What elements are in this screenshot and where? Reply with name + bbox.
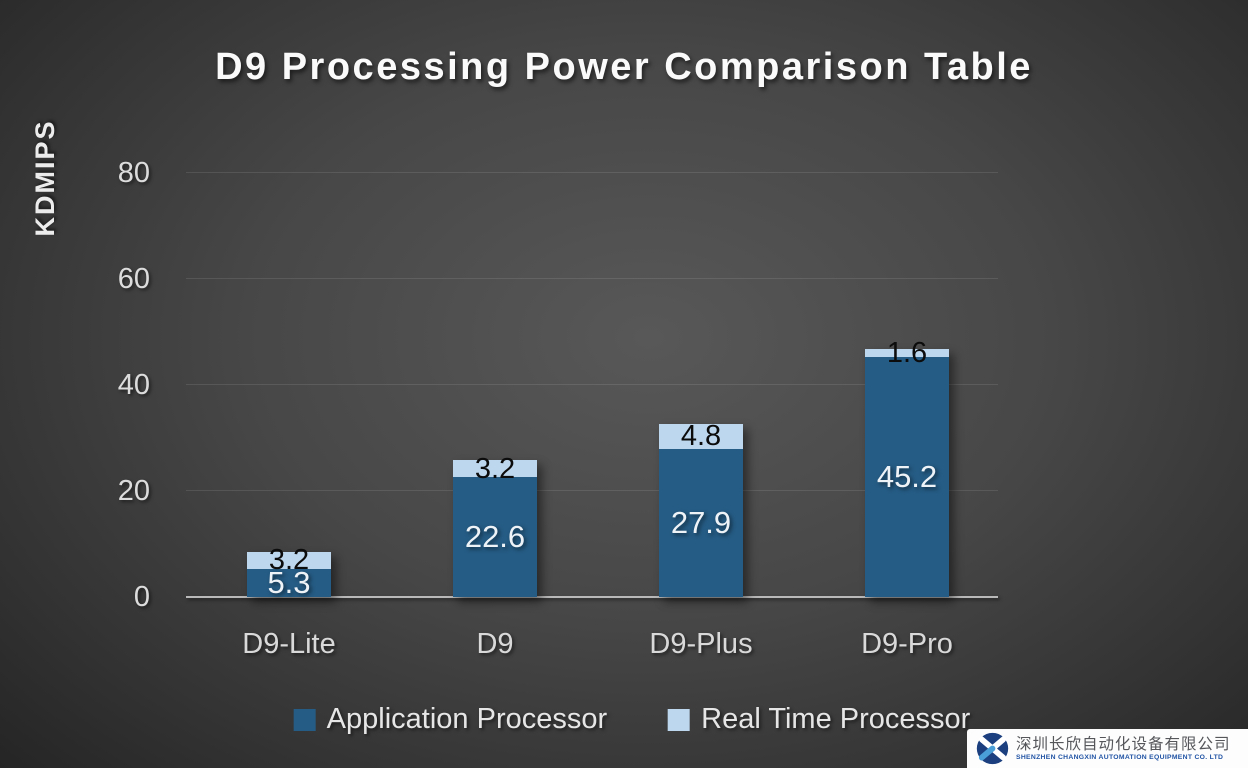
segment-application-processor [865,357,949,597]
bar-stack [865,348,949,597]
bar-stack [659,423,743,597]
value-label-application-processor: 22.6 [464,519,526,555]
legend-item-real-time-processor: Real Time Processor [668,703,970,736]
segment-application-processor [453,477,537,597]
bar-d9-lite: 5.3 3.2 [247,544,331,599]
segment-application-processor [659,449,743,597]
y-tick-80: 80 [117,157,150,189]
gridline-40 [186,384,998,385]
gridline-20 [186,490,998,491]
bar-d9: 22.6 3.2 [453,453,537,597]
chart-legend: Application Processor Real Time Processor [293,703,970,736]
y-tick-20: 20 [117,475,150,507]
plot-area: 5.3 3.2 22.6 3.2 27.9 4.8 45.2 1.6 [186,172,998,599]
segment-real-time-processor [453,460,537,478]
segment-real-time-processor [247,551,331,569]
category-label-d9: D9 [476,628,514,660]
bar-d9-plus: 27.9 4.8 [659,420,743,597]
company-logo-box: 深圳长欣自动化设备有限公司 SHENZHEN CHANGXIN AUTOMATI… [967,729,1248,768]
category-label-d9-pro: D9-Pro [861,628,953,660]
legend-item-application-processor: Application Processor [293,703,608,736]
company-name-block: 深圳长欣自动化设备有限公司 SHENZHEN CHANGXIN AUTOMATI… [1016,736,1231,762]
value-label-real-time-processor: 3.2 [268,544,310,577]
company-logo-icon [976,732,1009,765]
x-axis-line [186,596,998,598]
value-label-real-time-processor: 3.2 [474,452,516,485]
category-label-d9-plus: D9-Plus [649,628,753,660]
bar-d9-pro: 45.2 1.6 [865,337,949,597]
bar-stack [247,551,331,597]
legend-label: Real Time Processor [701,703,971,735]
gridline-80 [186,172,998,173]
category-label-d9-lite: D9-Lite [242,628,336,660]
value-label-application-processor: 45.2 [876,459,938,495]
segment-real-time-processor [865,348,949,358]
segment-real-time-processor [659,423,743,450]
value-label-application-processor: 27.9 [670,505,732,541]
company-name-english: SHENZHEN CHANGXIN AUTOMATION EQUIPMENT C… [1016,753,1224,761]
y-tick-0: 0 [133,581,150,613]
legend-swatch [668,708,691,731]
gridline-60 [186,278,998,279]
chart-title: D9 Processing Power Comparison Table [215,46,1033,88]
value-label-application-processor: 5.3 [267,564,311,600]
company-name-chinese: 深圳长欣自动化设备有限公司 [1016,735,1231,753]
legend-swatch [293,708,316,731]
value-label-real-time-processor: 4.8 [680,420,722,453]
legend-label: Application Processor [326,703,608,735]
segment-application-processor [247,568,331,597]
y-tick-60: 60 [117,263,150,295]
value-label-real-time-processor: 1.6 [886,337,928,370]
y-tick-40: 40 [117,369,150,401]
bar-stack [453,460,537,597]
